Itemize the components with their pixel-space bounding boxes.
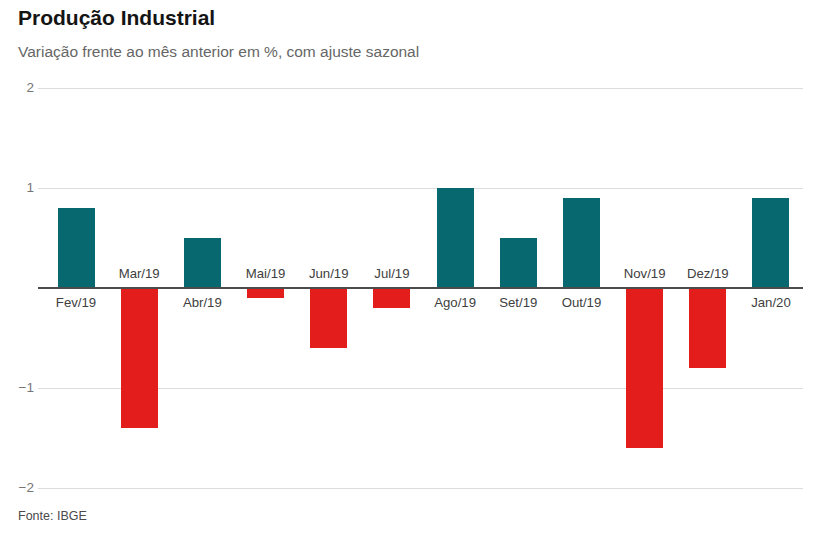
source-note: Fonte: IBGE bbox=[18, 509, 87, 523]
bar bbox=[310, 288, 347, 348]
x-axis-category-label: Nov/19 bbox=[610, 265, 680, 282]
bar bbox=[437, 188, 474, 288]
x-axis-category-label: Jan/20 bbox=[736, 294, 806, 311]
bar bbox=[247, 288, 284, 298]
bar bbox=[752, 198, 789, 288]
plot-area: 2 1 −1 −2 Fev/19 Mar/19 Abr/19 Mai/19Jun/19Jul/… bbox=[0, 0, 831, 537]
x-axis-category-label: Jun/19 bbox=[294, 265, 364, 282]
gridline bbox=[38, 488, 803, 489]
bar bbox=[373, 288, 410, 308]
chart-card: Produção Industrial Variação frente ao m… bbox=[0, 0, 831, 537]
bar bbox=[58, 208, 95, 288]
x-axis-category-label: Mai/19 bbox=[231, 265, 301, 282]
x-axis-category-label: Out/19 bbox=[546, 294, 616, 311]
bar bbox=[500, 238, 537, 288]
x-axis-category-label: Abr/19 bbox=[167, 294, 237, 311]
bar bbox=[689, 288, 726, 368]
bar bbox=[626, 288, 663, 448]
x-axis-category-label: Mar/19 bbox=[104, 265, 174, 282]
x-axis-category-label: Jul/19 bbox=[357, 265, 427, 282]
y-axis-tick-label: 1 bbox=[0, 179, 34, 197]
x-axis-category-label: Set/19 bbox=[483, 294, 553, 311]
y-axis-tick-label: 2 bbox=[0, 79, 34, 97]
y-axis-tick-label: −2 bbox=[0, 479, 34, 497]
x-axis-category-label: Fev/19 bbox=[41, 294, 111, 311]
y-axis-tick-label: −1 bbox=[0, 379, 34, 397]
gridline bbox=[38, 88, 803, 89]
x-axis-category-label: Ago/19 bbox=[420, 294, 490, 311]
bar bbox=[121, 288, 158, 428]
bar bbox=[184, 238, 221, 288]
x-axis-category-label: Dez/19 bbox=[673, 265, 743, 282]
bar bbox=[563, 198, 600, 288]
gridline bbox=[38, 188, 803, 189]
zero-axis-line bbox=[38, 287, 803, 289]
